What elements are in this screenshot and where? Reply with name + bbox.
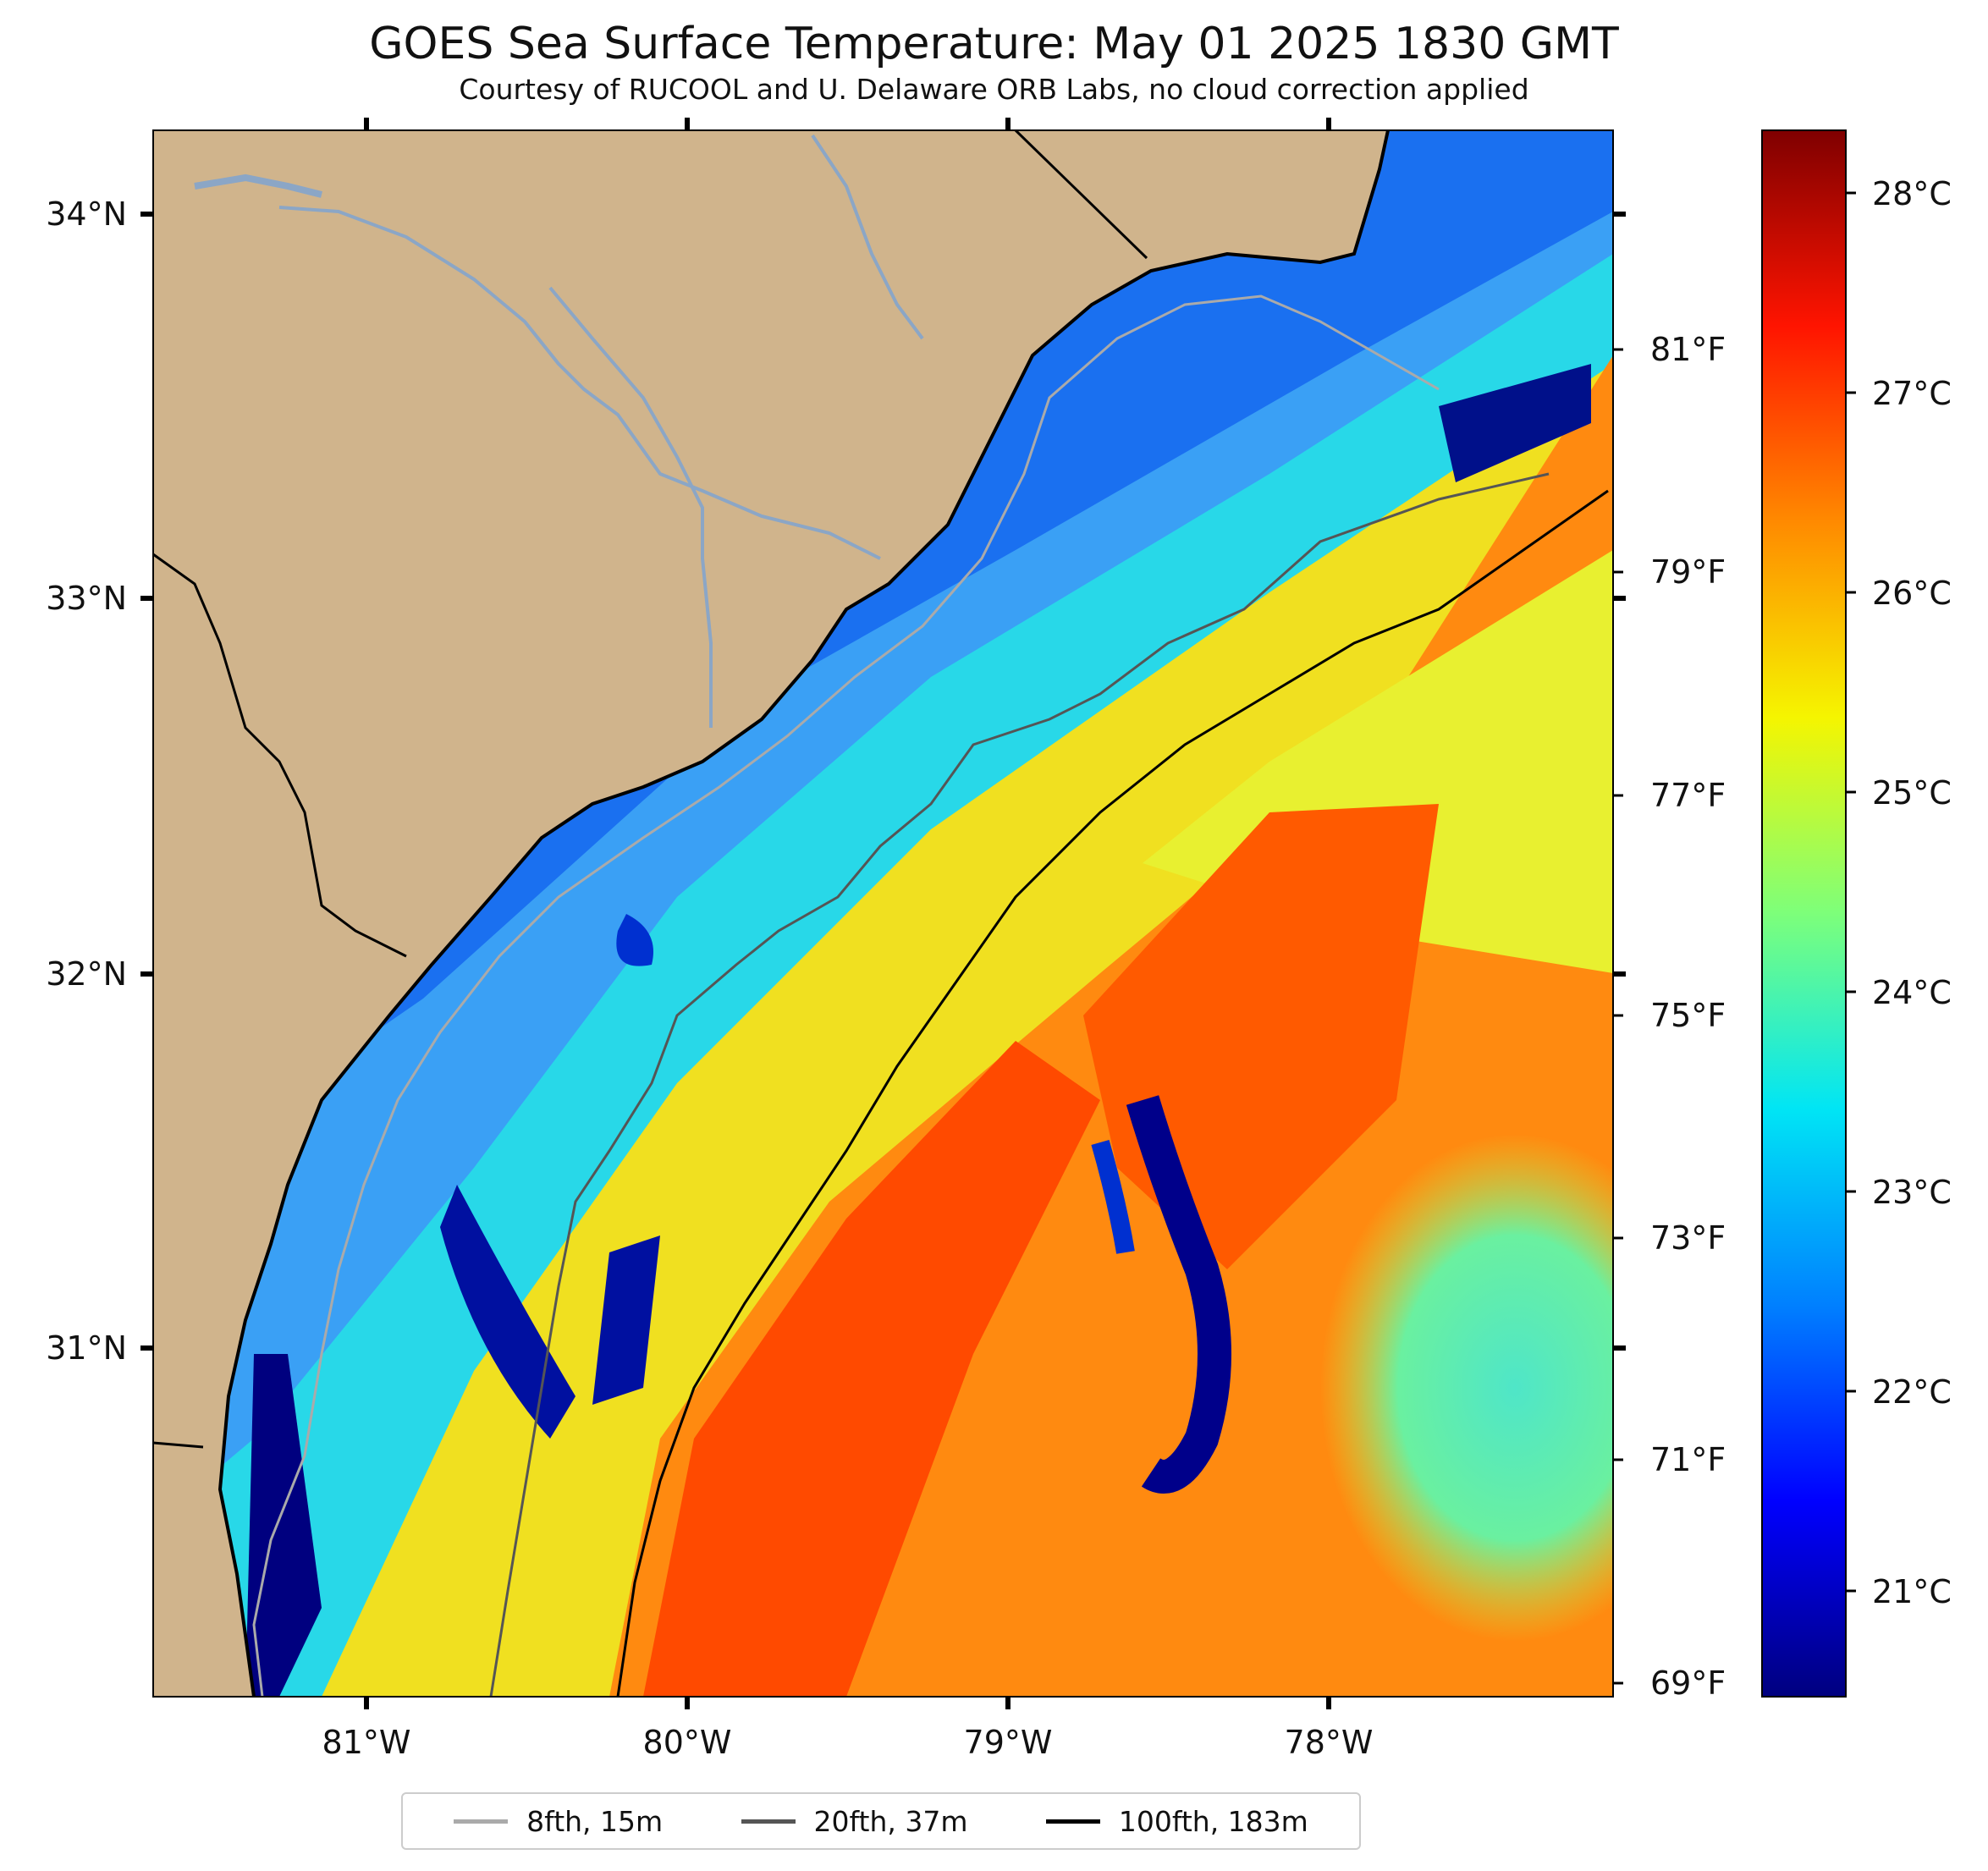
legend-label-8fth: 8fth, 15m <box>526 1804 664 1838</box>
f-ticks <box>1613 348 1623 1685</box>
cb-label-23: 23°C <box>1872 1174 1952 1211</box>
cb-label-26: 26°C <box>1872 575 1952 612</box>
lon-ticks <box>364 118 1331 1709</box>
legend-swatch-8fth <box>454 1819 509 1824</box>
lon-label-79: 79°W <box>964 1724 1053 1761</box>
plot-frame <box>152 129 1614 1698</box>
legend-swatch-100fth <box>1045 1819 1100 1824</box>
colorbar-ticks <box>1846 191 1856 1593</box>
legend-label-20fth: 20fth, 37m <box>813 1804 968 1838</box>
colorbar <box>1761 129 1847 1698</box>
cb-label-22: 22°C <box>1872 1373 1952 1411</box>
f-label-77: 77°F <box>1650 777 1726 814</box>
isobath-legend: 8fth, 15m 20fth, 37m 100fth, 183m <box>401 1792 1361 1850</box>
f-label-73: 73°F <box>1650 1219 1726 1257</box>
lon-label-78: 78°W <box>1285 1724 1374 1761</box>
cb-label-28: 28°C <box>1872 175 1952 212</box>
lon-label-80: 80°W <box>643 1724 732 1761</box>
legend-swatch-20fth <box>741 1819 796 1824</box>
lat-ticks <box>140 212 1626 1351</box>
lat-label-33: 33°N <box>46 580 127 617</box>
cb-label-27: 27°C <box>1872 375 1952 412</box>
lat-label-34: 34°N <box>46 195 127 233</box>
legend-item-8fth: 8fth, 15m <box>454 1805 663 1838</box>
lon-label-81: 81°W <box>322 1724 411 1761</box>
legend-label-100fth: 100fth, 183m <box>1118 1804 1308 1838</box>
sst-field <box>153 130 1613 1697</box>
isobath-100fth <box>616 489 1609 1697</box>
f-label-81: 81°F <box>1650 331 1726 368</box>
lat-label-32: 32°N <box>46 955 127 993</box>
lat-label-31: 31°N <box>46 1329 127 1367</box>
f-label-75: 75°F <box>1650 997 1726 1034</box>
legend-item-100fth: 100fth, 183m <box>1045 1804 1308 1838</box>
chart-title: GOES Sea Surface Temperature: May 01 202… <box>369 19 1619 69</box>
cb-label-24: 24°C <box>1872 974 1952 1011</box>
f-label-71: 71°F <box>1650 1441 1726 1478</box>
cb-label-21: 21°C <box>1872 1573 1952 1610</box>
cb-label-25: 25°C <box>1872 774 1952 812</box>
isobath-20fth <box>489 472 1550 1697</box>
f-label-69: 69°F <box>1650 1665 1726 1702</box>
f-label-79: 79°F <box>1650 553 1726 591</box>
isobath-8fth <box>252 294 1440 1697</box>
legend-item-20fth: 20fth, 37m <box>741 1805 968 1838</box>
chart-subtitle: Courtesy of RUCOOL and U. Delaware ORB L… <box>459 73 1529 106</box>
